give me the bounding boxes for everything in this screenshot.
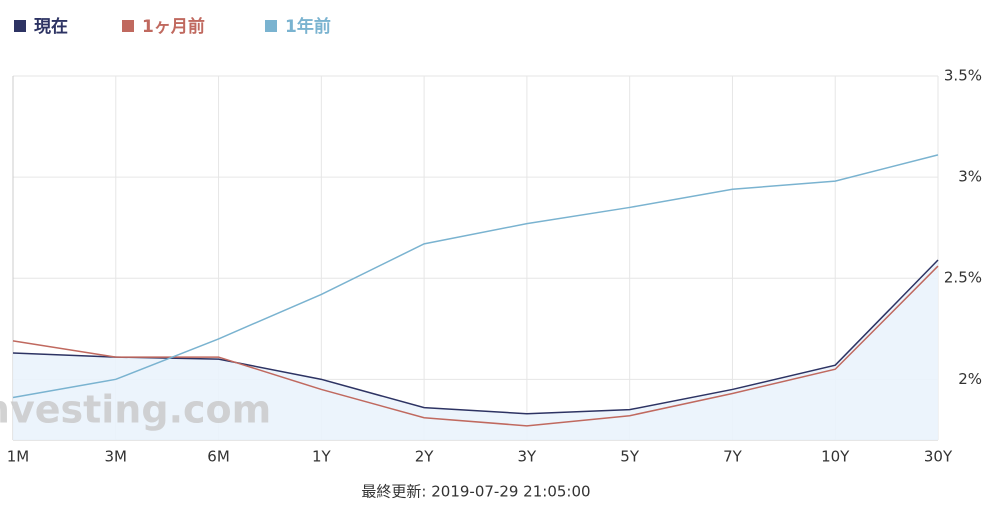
x-tick-label: 2Y [415,448,435,466]
y-tick-label: 3% [958,168,982,186]
x-tick-label: 7Y [723,448,743,466]
x-tick-label: 3Y [518,448,538,466]
y-tick-label: 2% [958,370,982,388]
x-tick-label: 3M [105,448,128,466]
x-tick-label: 1M [7,448,30,466]
line [12,154,939,399]
y-tick-label: 3.5% [944,67,982,85]
line [12,259,939,415]
footer: 最終更新: 2019-07-29 21:05:00 [361,483,590,501]
x-tick-label: 10Y [821,448,850,466]
watermark: Investing.com [0,388,271,432]
legend-label: 現在 [34,16,68,37]
x-tick-label: 5Y [620,448,640,466]
x-tick-label: 6M [207,448,230,466]
x-tick-label: 1Y [312,448,332,466]
line [12,265,939,427]
plot [12,75,939,441]
legend-swatch [122,20,134,32]
x-tick-label: 30Y [924,448,953,466]
legend-swatch [265,20,277,32]
legend-swatch [14,20,26,32]
legend-label: 1ヶ月前 [142,16,205,37]
legend-label: 1年前 [285,16,331,37]
y-tick-label: 2.5% [944,269,982,287]
